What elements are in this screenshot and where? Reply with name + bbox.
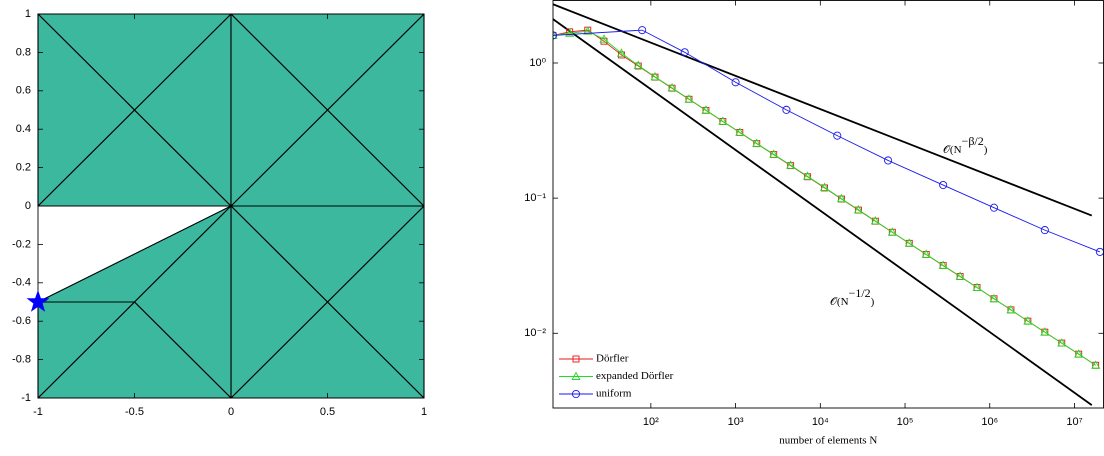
y-tick-label: -0.2 — [12, 238, 31, 250]
reference-label-exponent: −β/2 — [962, 134, 984, 148]
x-tick-label: 10⁷ — [1066, 416, 1082, 428]
marker-triangle — [583, 26, 593, 35]
marker-triangle — [616, 48, 627, 57]
marker-triangle — [887, 227, 897, 236]
y-tick-label: 0.6 — [16, 85, 31, 97]
marker-square — [572, 355, 580, 363]
marker-triangle — [955, 271, 965, 280]
marker-triangle — [667, 82, 677, 92]
x-tick-label: 0.5 — [320, 406, 335, 418]
x-tick-label: 10⁵ — [897, 416, 914, 428]
marker-square — [821, 184, 828, 192]
reference-label-exponent: −1/2 — [849, 286, 871, 300]
marker-circle — [1040, 226, 1049, 235]
reference-label-part: ) — [984, 144, 988, 156]
x-tick-label: -0.5 — [125, 406, 144, 418]
y-tick-label: -1 — [21, 392, 31, 404]
x-tick-label: 0 — [228, 406, 234, 418]
y-tick-label: -0.8 — [12, 354, 31, 366]
series-line — [553, 30, 1096, 366]
y-tick-label: 0.4 — [16, 123, 31, 135]
star-marker — [26, 289, 50, 312]
axes-box — [552, 0, 1104, 409]
y-tick-label: -0.6 — [12, 315, 31, 327]
marker-triangle — [1091, 360, 1101, 369]
marker-circle — [989, 203, 999, 212]
marker-triangle — [870, 216, 880, 225]
marker-circle — [571, 389, 581, 399]
y-tick-label: 1 — [25, 8, 31, 20]
y-tick-label: 0.8 — [16, 46, 31, 58]
marker-triangle — [769, 149, 779, 158]
marker-triangle — [819, 182, 830, 191]
x-tick-label: 10² — [643, 416, 659, 428]
series-line — [553, 29, 1096, 366]
marker-triangle — [921, 249, 931, 258]
mesh-triangle — [230, 13, 329, 207]
marker-triangle — [735, 127, 745, 136]
axes-box — [37, 13, 425, 399]
marker-circle — [1095, 247, 1104, 256]
marker-triangle — [565, 28, 575, 37]
y-tick-label: 0.2 — [16, 162, 31, 174]
y-tick-label: 10⁻² — [524, 327, 546, 339]
marker-triangle — [972, 282, 982, 291]
marker-circle — [782, 105, 791, 114]
reference-label: 𝒪(N−β/2) — [943, 134, 988, 156]
legend-label: expanded Dörfler — [596, 370, 674, 382]
marker-triangle — [1006, 304, 1016, 314]
marker-triangle — [1023, 316, 1033, 325]
y-tick-label: -0.4 — [12, 277, 31, 289]
marker-circle — [939, 180, 948, 190]
legend-label: Dörfler — [596, 353, 629, 365]
marker-triangle — [752, 138, 762, 147]
x-tick-label: -1 — [33, 406, 43, 418]
marker-triangle — [633, 60, 643, 69]
x-tick-label: 10³ — [728, 416, 744, 428]
series-line — [553, 29, 1101, 253]
reference-label: 𝒪(N−1/2) — [830, 286, 875, 308]
marker-circle — [731, 78, 740, 87]
marker-triangle — [803, 171, 813, 180]
legend-label: uniform — [596, 388, 632, 400]
marker-circle — [680, 48, 689, 57]
marker-triangle — [1057, 338, 1067, 347]
marker-triangle — [599, 34, 609, 43]
marker-triangle — [853, 204, 863, 214]
marker-triangle — [786, 160, 796, 169]
marker-circle — [638, 26, 647, 35]
marker-triangle — [904, 238, 914, 247]
x-tick-label: 10⁴ — [812, 416, 829, 428]
marker-triangle — [571, 371, 581, 380]
marker-triangle — [938, 260, 948, 269]
marker-circle — [833, 131, 842, 140]
reference-label-part: 𝒪(N — [830, 296, 849, 308]
marker-triangle — [701, 105, 711, 114]
reference-label-part: ) — [871, 296, 875, 308]
reference-line — [553, 3, 1093, 217]
x-tick-label: 1 — [421, 406, 427, 418]
marker-triangle — [1074, 349, 1084, 358]
y-tick-label: 0 — [25, 200, 31, 212]
marker-triangle — [836, 193, 847, 203]
marker-triangle — [989, 293, 999, 303]
y-tick-label: 10⁰ — [529, 57, 546, 69]
x-tick-label: 10⁶ — [981, 416, 998, 428]
marker-triangle — [684, 94, 694, 103]
x-axis-label: number of elements N — [779, 435, 877, 447]
y-tick-label: 10⁻¹ — [524, 192, 546, 204]
marker-triangle — [718, 116, 728, 125]
marker-triangle — [1040, 327, 1050, 336]
reference-label-part: 𝒪(N — [943, 144, 962, 156]
marker-circle — [884, 156, 893, 165]
marker-triangle — [650, 71, 660, 81]
reference-line — [553, 18, 1093, 406]
